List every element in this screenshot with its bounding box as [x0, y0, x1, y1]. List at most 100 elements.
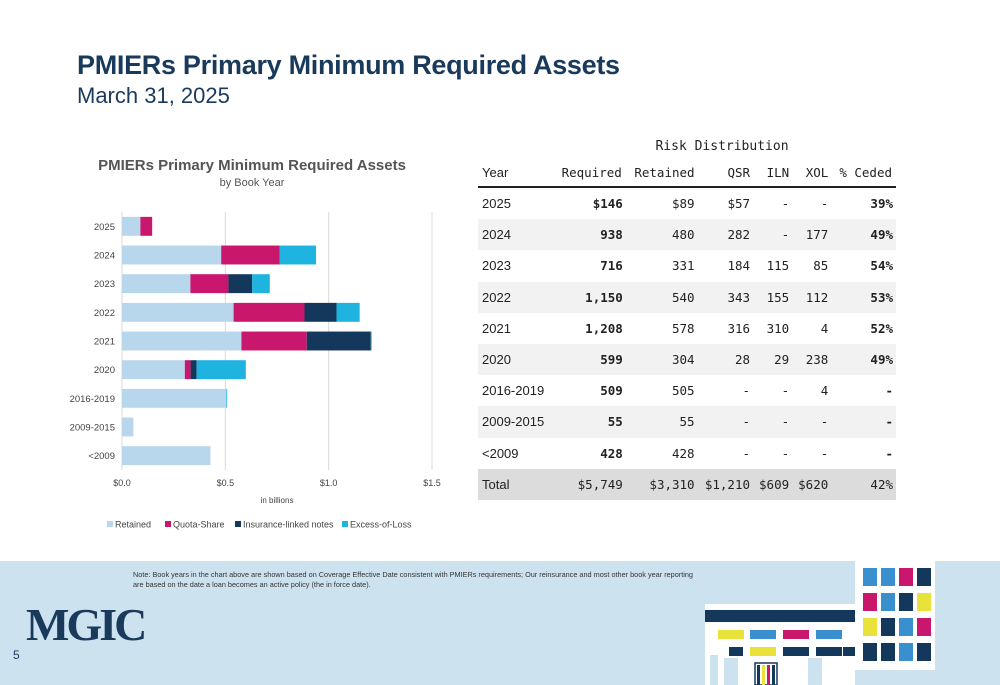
company-logo: MGIC — [26, 599, 147, 650]
cell-xol: 4 — [820, 383, 829, 399]
bar-segment — [336, 302, 360, 322]
table-row: 2022 1,150 540 343 155 112 53% — [478, 281, 896, 313]
cell-pct-ceded: - — [831, 406, 896, 438]
x-tick-label: $0.0 — [113, 478, 131, 488]
cell-pct-ceded: - — [885, 383, 893, 399]
cell-qsr: $57 — [727, 196, 751, 212]
cell-qsr: 316 — [727, 320, 751, 336]
cell-qsr: 343 — [697, 281, 754, 313]
bar-segment — [122, 417, 134, 437]
cell-xol: - — [820, 445, 829, 461]
total-xol: $620 — [792, 468, 832, 500]
risk-distribution-header: Risk Distribution — [655, 139, 789, 154]
required-assets-chart: PMIERs Primary Minimum Required Assets by… — [70, 157, 441, 530]
page-subtitle: March 31, 2025 — [77, 83, 230, 108]
y-tick-label: 2020 — [94, 365, 115, 376]
cell-year: 2024 — [478, 219, 553, 251]
bar-segment — [122, 446, 211, 466]
bar-segment — [122, 360, 185, 380]
total-qsr: $1,210 — [697, 468, 754, 500]
bar-segment — [279, 245, 317, 265]
table-header-row: Year Required Retained QSR ILN XOL % Ced… — [478, 158, 896, 188]
cell-year: 2009-2015 — [478, 406, 553, 438]
cell-xol: 238 — [792, 343, 832, 376]
bar-segment — [233, 302, 305, 322]
cell-iln: - — [753, 406, 793, 438]
cell-iln: - — [781, 445, 790, 461]
column-header-year: Year — [478, 158, 553, 188]
cell-retained: 578 — [672, 320, 695, 336]
cell-required: 599 — [552, 343, 626, 376]
cell-retained: 505 — [672, 383, 695, 399]
cell-required: 1,150 — [552, 281, 626, 313]
total-retained: $3,310 — [625, 468, 698, 500]
total-row: Total $5,749 $3,310 $1,210 $609 $620 42% — [478, 468, 896, 500]
bar-segment — [196, 360, 246, 380]
y-tick-label: 2023 — [94, 279, 115, 290]
table-row: 2020 599 304 28 29 238 49% — [478, 343, 896, 376]
column-header-required: Required — [552, 158, 626, 188]
table-row: 2021 1,208 578 316 310 4 52% — [478, 313, 896, 344]
bar-segment — [370, 331, 372, 351]
bar-segment — [140, 216, 153, 236]
cell-year: 2025 — [482, 196, 511, 212]
cell-iln: - — [753, 219, 793, 251]
risk-distribution-table: Year Required Retained QSR ILN XOL % Ced… — [478, 158, 896, 500]
legend-swatch — [107, 521, 113, 527]
column-header-iln: ILN — [753, 158, 793, 188]
bar-segment — [190, 274, 229, 294]
total-iln: $609 — [753, 468, 793, 500]
table-row: <2009 428 428 - - - - — [478, 438, 896, 469]
bar-segment — [226, 388, 228, 408]
legend-swatch — [235, 521, 241, 527]
chart-title: PMIERs Primary Minimum Required Assets — [98, 157, 406, 174]
cell-pct-ceded: - — [885, 445, 893, 461]
cell-retained: 428 — [672, 445, 695, 461]
y-tick-label: <2009 — [88, 451, 115, 462]
cell-iln: 115 — [766, 258, 790, 274]
bar-segment — [122, 388, 227, 408]
legend-label: Quota-Share — [173, 520, 225, 530]
cell-required: 428 — [600, 445, 623, 461]
cell-qsr: 282 — [697, 219, 754, 251]
legend-swatch — [342, 521, 348, 527]
bar-segment — [228, 274, 253, 294]
cell-qsr: - — [742, 445, 751, 461]
cell-retained: 55 — [625, 406, 698, 438]
bar-segment — [122, 302, 234, 322]
x-tick-label: $1.5 — [423, 478, 441, 488]
cell-iln: 310 — [766, 320, 790, 336]
cell-required: 509 — [600, 383, 623, 399]
cell-qsr: - — [742, 383, 751, 399]
cell-xol: - — [792, 406, 832, 438]
cell-year: 2023 — [482, 258, 511, 274]
cell-year: 2016-2019 — [482, 383, 545, 399]
cell-pct-ceded: 53% — [831, 281, 896, 313]
bar-segment — [122, 245, 222, 265]
table-row: 2009-2015 55 55- - - - — [478, 406, 896, 438]
y-tick-label: 2024 — [94, 251, 115, 262]
table-row: 2024 938 480 282-177 49% — [478, 219, 896, 251]
y-tick-label: 2016-2019 — [70, 394, 115, 405]
page-title: PMIERs Primary Minimum Required Assets — [77, 50, 620, 80]
cell-year: 2020 — [478, 343, 553, 376]
y-tick-label: 2025 — [94, 222, 115, 233]
cell-retained: 331 — [672, 258, 695, 274]
bar-segment — [252, 274, 270, 294]
x-tick-label: $1.0 — [320, 478, 338, 488]
total-required: $5,749 — [552, 468, 626, 500]
cell-year: 2022 — [478, 281, 553, 313]
table-row: 2025 $146 $89 $57 - - 39% — [478, 187, 896, 219]
cell-iln: - — [781, 196, 790, 212]
cell-required: 938 — [552, 219, 626, 251]
footnote: Note: Book years in the chart above are … — [133, 570, 693, 589]
cell-pct-ceded: 49% — [831, 219, 896, 251]
column-header-retained: Retained — [625, 158, 698, 188]
y-tick-label: 2009-2015 — [70, 423, 115, 434]
table-body: 2025 $146 $89 $57- -39% 2024 938 480 282-177 49% 2… — [478, 187, 896, 500]
x-axis-label: in billions — [261, 496, 294, 505]
cell-xol: - — [820, 196, 829, 212]
bar-segment — [306, 331, 371, 351]
cell-pct-ceded: 49% — [831, 343, 896, 376]
column-header-pct-ceded: % Ceded — [831, 158, 896, 188]
